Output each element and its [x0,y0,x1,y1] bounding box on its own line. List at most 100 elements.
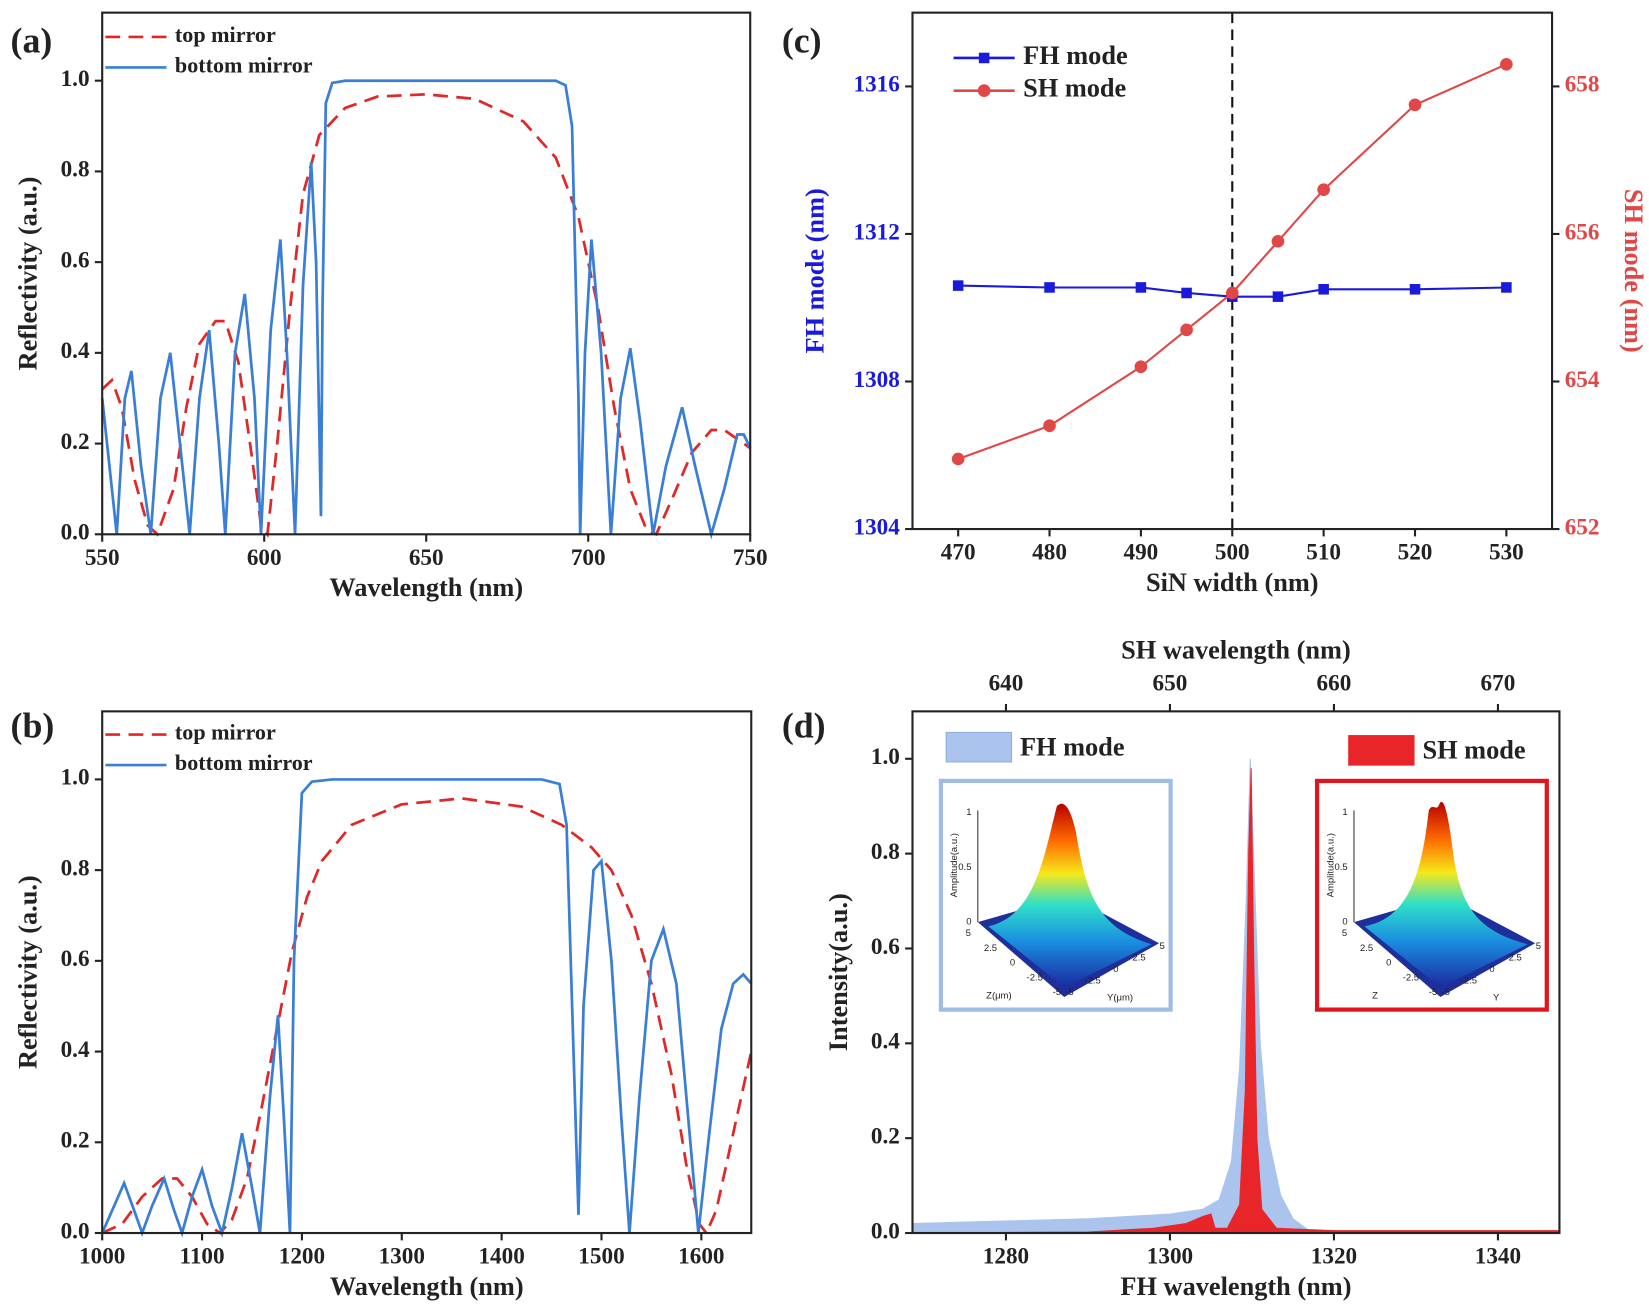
inset-y-tick: 2.5 [1509,952,1522,963]
y-tick-label: 1.0 [61,66,90,92]
x-axis-label: Wavelength (nm) [330,1272,524,1301]
marker [1044,282,1055,293]
x2-tick-label: 640 [989,670,1024,696]
y-tick-label: 1308 [853,367,899,393]
y2-tick-label: 658 [1565,72,1600,98]
inset-z-label: Amplitude(a.u.) [1325,833,1336,897]
x-tick-label: 1500 [578,1244,624,1270]
x-tick-label: 1100 [180,1244,225,1270]
inset-y-tick: -2.5 [1084,976,1100,987]
marker [1500,57,1513,71]
marker [952,280,964,291]
inset-y-tick: 5 [1536,941,1541,952]
marker [1134,360,1148,374]
legend-marker [977,84,991,97]
legend-label: bottom mirror [175,750,313,775]
series-area [912,768,1560,1234]
inset-x-tick: -5 [1429,987,1437,998]
y-tick-label: 0.0 [61,1218,90,1244]
inset-x-tick: -2.5 [1403,972,1419,983]
legend-label: bottom mirror [175,53,313,78]
inset-z-label: Amplitude(a.u.) [949,833,960,897]
marker [1135,282,1147,293]
inset-y-tick: -5 [1065,987,1073,998]
legend-label: SH mode [1023,74,1126,103]
plot-frame [101,710,753,1235]
x-tick-label: 600 [247,545,282,571]
legend-label: SH mode [1422,736,1525,765]
y-axis-label: FH mode (nm) [801,188,830,353]
marker [1409,284,1421,295]
y-tick-label: 1304 [853,514,900,540]
y-tick-label: 0.2 [61,1128,90,1154]
y-tick-label: 1316 [853,72,899,98]
y-tick-label: 0.0 [871,1218,900,1244]
inset-y-tick: 0 [1489,964,1494,975]
inset-x-label: Z [1372,990,1378,1001]
x-tick-label: 750 [733,545,768,571]
legend-label: FH mode [1020,732,1125,761]
legend-label: FH mode [1023,41,1128,70]
inset-y-label: Y [1493,993,1500,1004]
inset-x-tick: 5 [966,928,971,939]
y-tick-label: 0.4 [61,338,90,364]
y-axis-label: Reflectivity (a.u.) [14,875,43,1069]
x-tick-label: 1340 [1475,1244,1521,1270]
y-tick-label: 0.4 [61,1037,90,1063]
inset: Amplitude(a.u.) 0 0.5 1 5 2.5 0 -2.5 -5 -5 -2.5 0 2.… [1314,778,1549,1012]
panel-label: (d) [782,705,826,745]
x-tick-label: 1300 [379,1244,425,1270]
marker [1272,291,1284,302]
y-tick-label: 0.2 [61,429,90,455]
marker [1225,286,1239,300]
panel-label: (a) [11,20,53,60]
panel-label: (b) [11,705,55,745]
y-tick-label: 0.6 [61,247,90,273]
x-tick-label: 1200 [279,1244,325,1270]
x-axis-label: Wavelength (nm) [329,573,523,602]
y-tick-label: 0.4 [871,1029,900,1055]
y-tick-label: 1.0 [871,744,900,770]
y-tick-label: 0.6 [871,934,900,960]
x-axis-label: SiN width (nm) [1146,568,1319,597]
inset: Amplitude(a.u.) 0 0.5 1 5 2.5 0 -2.5 -5 -5 -2.5 0 2.… [938,778,1173,1012]
inset-z-tick: 0.5 [958,862,971,873]
inset-surface [988,803,1152,988]
inset-z-tick: 1 [1342,807,1347,818]
inset-x-tick: 5 [1342,928,1347,939]
marker [1317,183,1330,197]
y-tick-label: 0.0 [61,520,90,546]
x-tick-label: 500 [1215,540,1250,566]
marker [1318,284,1329,295]
legend-marker [978,52,990,64]
inset-y-label: Y(μm) [1107,993,1133,1004]
plot-data [911,758,1560,1234]
inset-x-tick: 2.5 [984,943,997,954]
y-axis-label: Reflectivity (a.u.) [14,177,43,371]
x2-tick-label: 670 [1481,670,1516,696]
marker [1271,235,1285,248]
x-tick-label: 700 [571,545,606,571]
inset-y-tick: -2.5 [1461,976,1477,987]
inset-z-tick: 0 [966,917,971,928]
y2-axis-label: SH mode (nm) [1619,189,1648,353]
y-tick-label: 1312 [853,219,899,245]
y2-tick-label: 652 [1565,514,1600,540]
inset-x-tick: 0 [1386,958,1391,969]
plot-data [100,778,753,1238]
series-line [100,79,752,540]
legend-label: top mirror [175,720,276,745]
x2-axis-label: SH wavelength (nm) [1121,635,1351,664]
inset-x-tick: -2.5 [1027,972,1043,983]
x-tick-label: 530 [1489,540,1524,566]
x-tick-label: 1400 [478,1244,524,1270]
y-tick-label: 0.6 [61,946,90,972]
x-tick-label: 470 [941,540,976,566]
inset-x-tick: 2.5 [1360,943,1373,954]
series-line [100,778,753,1238]
inset-x-tick: 0 [1010,958,1015,969]
y2-tick-label: 654 [1565,367,1600,393]
x-tick-label: 1280 [983,1244,1029,1270]
legend-swatch [945,731,1013,763]
x-tick-label: 480 [1032,540,1067,566]
